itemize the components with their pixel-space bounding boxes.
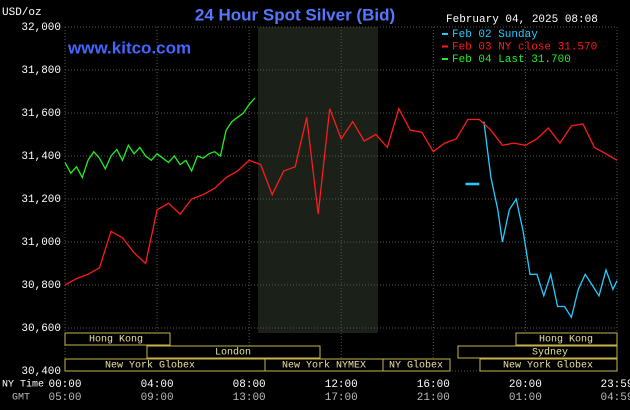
session-label: New York Globex (105, 360, 195, 372)
x-tick-label-gmt: 09:00 (141, 392, 174, 404)
nymex-shade (258, 27, 378, 333)
series-line (64, 106, 618, 286)
y-tick-label: 30,600 (21, 323, 61, 335)
session-label: New York Globex (503, 360, 593, 372)
series-line (483, 121, 618, 319)
session-label: Hong Kong (89, 335, 143, 346)
legend-label: Feb 02 Sunday (452, 29, 538, 41)
x-tick-label: 12:00 (325, 379, 358, 391)
session-label: Sydney (532, 347, 568, 359)
y-tick-label: 31,000 (21, 237, 61, 249)
y-tick-label: 31,400 (21, 151, 61, 163)
x-tick-label-gmt: 13:00 (233, 392, 266, 404)
x-tick-label-gmt: 04:59 (600, 392, 630, 404)
y-tick-label: 31,800 (21, 65, 61, 77)
y-tick-label: 30,800 (21, 280, 61, 292)
watermark: www.kitco.com (67, 38, 191, 57)
x-tick-label: 16:00 (417, 379, 450, 391)
x-tick-label: 08:00 (233, 379, 266, 391)
x-tick-label: 04:00 (141, 379, 174, 391)
x-tick-label: 00:00 (48, 379, 81, 391)
chart-title: 24 Hour Spot Silver (Bid) (195, 5, 395, 24)
session-label: New York NYMEX (282, 360, 366, 372)
timestamp: February 04, 2025 08:08 (446, 14, 598, 26)
legend-label: Feb 04 Last 31.700 (452, 54, 571, 66)
x-tick-label-gmt: 01:00 (509, 392, 542, 404)
sessions: Hong Kong Hong Kong London Sydney New Yo… (64, 332, 618, 372)
legend-label: Feb 03 NY close 31.570 (452, 41, 597, 53)
x-row-label: GMT (12, 393, 30, 404)
session-label: Hong Kong (539, 335, 593, 346)
y-tick-label: 31,200 (21, 194, 61, 206)
y-axis-label: USD/oz (2, 7, 42, 19)
y-tick-label: 30,400 (21, 366, 61, 378)
x-row-label: NY Time (2, 379, 44, 391)
session-label: NY Globex (389, 360, 443, 372)
series-line (64, 97, 256, 180)
x-tick-label-gmt: 17:00 (325, 392, 358, 404)
x-tick-label-gmt: 05:00 (48, 392, 81, 404)
session-label: London (215, 347, 251, 359)
y-tick-label: 32,000 (21, 22, 61, 34)
x-tick-label: 20:00 (509, 379, 542, 391)
x-tick-label: 23:59 (600, 379, 630, 391)
y-tick-label: 31,600 (21, 108, 61, 120)
x-tick-label-gmt: 21:00 (417, 392, 450, 404)
